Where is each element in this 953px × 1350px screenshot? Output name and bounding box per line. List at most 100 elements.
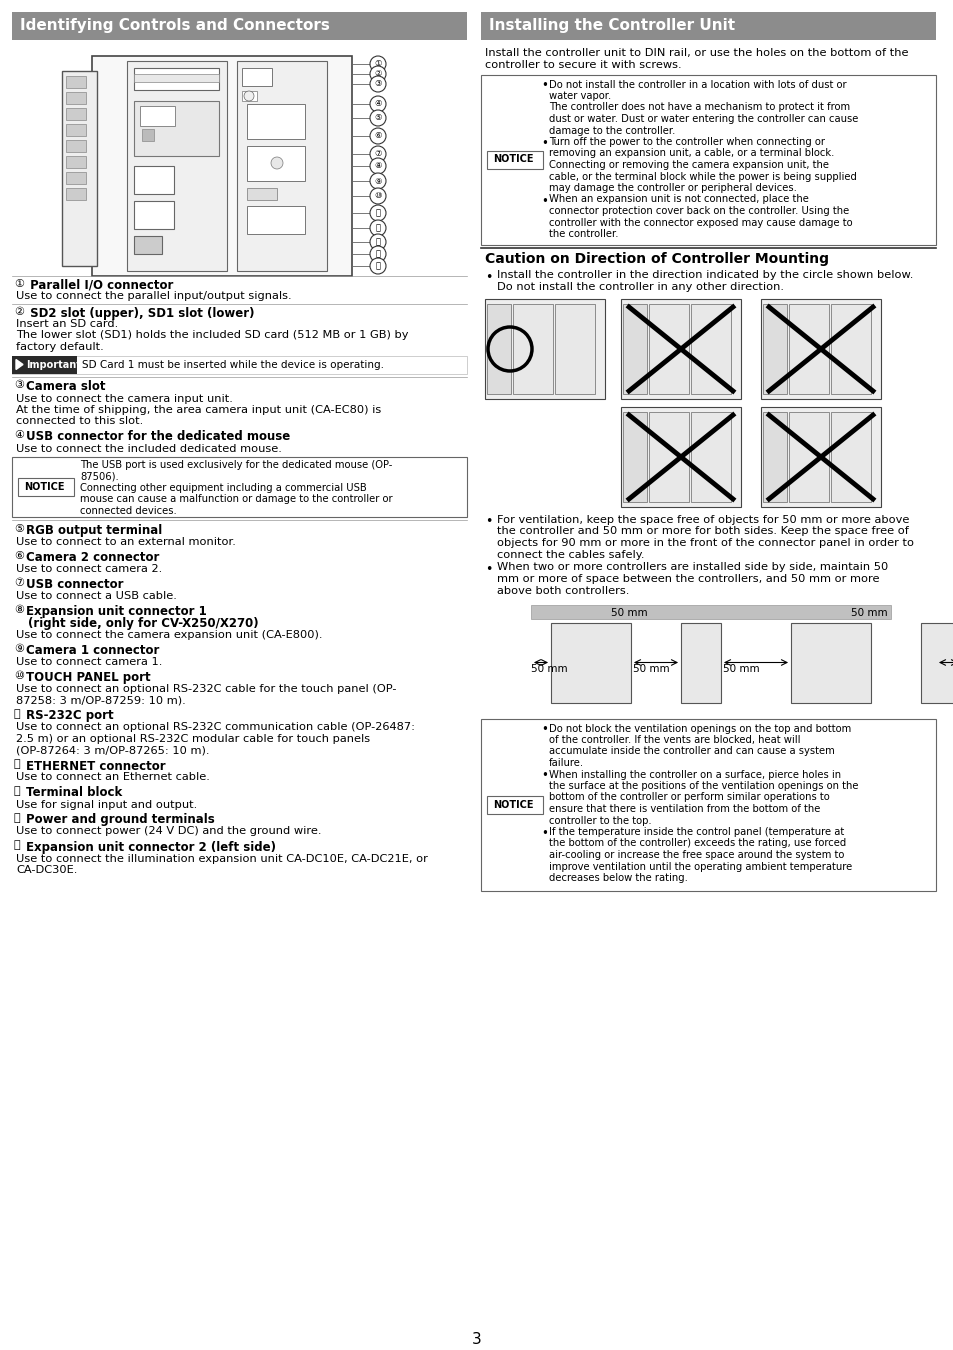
Text: ⑦: ⑦ <box>14 578 24 589</box>
Text: connected devices.: connected devices. <box>80 506 176 516</box>
Bar <box>133 74 219 82</box>
Text: ⑪: ⑪ <box>14 710 21 720</box>
Bar <box>531 605 890 618</box>
Text: improve ventilation until the operating ambient temperature: improve ventilation until the operating … <box>548 861 851 872</box>
Text: mouse can cause a malfunction or damage to the controller or: mouse can cause a malfunction or damage … <box>80 494 393 505</box>
Text: 3: 3 <box>472 1332 481 1347</box>
Text: SD2 slot (upper), SD1 slot (lower): SD2 slot (upper), SD1 slot (lower) <box>26 306 254 320</box>
Bar <box>680 622 720 702</box>
Text: USB connector: USB connector <box>26 578 123 591</box>
Circle shape <box>370 128 386 144</box>
Text: Do not block the ventilation openings on the top and bottom: Do not block the ventilation openings on… <box>548 724 850 733</box>
Bar <box>486 795 542 814</box>
Text: of the controller. If the vents are blocked, heat will: of the controller. If the vents are bloc… <box>548 734 800 745</box>
Text: 87258: 3 m/OP-87259: 10 m).: 87258: 3 m/OP-87259: 10 m). <box>16 695 186 706</box>
Text: Caution on Direction of Controller Mounting: Caution on Direction of Controller Mount… <box>484 252 828 266</box>
Text: water vapor.: water vapor. <box>548 90 611 101</box>
Text: ⑫: ⑫ <box>14 760 21 770</box>
Text: ③: ③ <box>374 80 381 89</box>
Circle shape <box>370 109 386 126</box>
Circle shape <box>370 146 386 162</box>
Bar <box>480 74 935 244</box>
Bar <box>480 12 935 40</box>
Text: ⑨: ⑨ <box>14 644 24 653</box>
Text: Use to connect a USB cable.: Use to connect a USB cable. <box>16 591 176 601</box>
Circle shape <box>370 173 386 189</box>
Circle shape <box>370 76 386 92</box>
Text: Use to connect camera 2.: Use to connect camera 2. <box>16 564 162 574</box>
Text: At the time of shipping, the area camera input unit (CA-EC80) is: At the time of shipping, the area camera… <box>16 405 381 414</box>
Text: Identifying Controls and Connectors: Identifying Controls and Connectors <box>20 18 330 32</box>
Text: (OP-87264: 3 m/OP-87265: 10 m).: (OP-87264: 3 m/OP-87265: 10 m). <box>16 745 210 756</box>
Text: NOTICE: NOTICE <box>24 482 65 491</box>
Text: Turn off the power to the controller when connecting or: Turn off the power to the controller whe… <box>548 136 824 147</box>
Text: may damage the controller or peripheral devices.: may damage the controller or peripheral … <box>548 184 796 193</box>
Text: Camera 2 connector: Camera 2 connector <box>26 551 159 564</box>
Text: ⑨: ⑨ <box>374 177 381 185</box>
Bar <box>484 298 604 400</box>
Text: •: • <box>540 80 547 93</box>
Text: ⑤: ⑤ <box>374 113 381 123</box>
Bar <box>66 171 86 184</box>
Text: ⑤: ⑤ <box>14 524 24 535</box>
Text: removing an expansion unit, a cable, or a terminal block.: removing an expansion unit, a cable, or … <box>548 148 834 158</box>
Text: Camera 1 connector: Camera 1 connector <box>26 644 159 657</box>
Text: Use to connect an optional RS-232C cable for the touch panel (OP-: Use to connect an optional RS-232C cable… <box>16 684 396 694</box>
Text: Expansion unit connector 2 (left side): Expansion unit connector 2 (left side) <box>26 841 275 853</box>
Text: the surface at the positions of the ventilation openings on the: the surface at the positions of the vent… <box>548 782 858 791</box>
Bar <box>66 140 86 153</box>
Text: dust or water. Dust or water entering the controller can cause: dust or water. Dust or water entering th… <box>548 113 858 124</box>
Text: bottom of the controller or perform similar operations to: bottom of the controller or perform simi… <box>548 792 829 802</box>
Text: 50 mm: 50 mm <box>610 609 647 618</box>
Text: RS-232C port: RS-232C port <box>26 710 113 722</box>
Text: Do not install the controller in any other direction.: Do not install the controller in any oth… <box>497 282 783 292</box>
Text: ⑬: ⑬ <box>375 238 380 247</box>
Bar <box>91 55 352 275</box>
Text: ⑮: ⑮ <box>14 841 21 850</box>
Text: Install the controller in the direction indicated by the circle shown below.: Install the controller in the direction … <box>497 270 912 281</box>
Text: Use to connect the camera input unit.: Use to connect the camera input unit. <box>16 393 233 404</box>
Bar <box>788 304 828 394</box>
Text: Parallel I/O connector: Parallel I/O connector <box>26 279 173 292</box>
Text: ①: ① <box>374 59 381 69</box>
Bar <box>66 157 86 167</box>
Text: ⑦: ⑦ <box>374 150 381 158</box>
Circle shape <box>370 220 386 236</box>
Text: Use to connect the parallel input/output signals.: Use to connect the parallel input/output… <box>16 292 292 301</box>
Bar <box>247 146 305 181</box>
Text: Use to connect an Ethernet cable.: Use to connect an Ethernet cable. <box>16 772 210 783</box>
Bar <box>66 76 86 88</box>
Bar <box>127 61 227 271</box>
Bar <box>480 718 935 891</box>
Bar <box>133 236 162 254</box>
Text: controller to secure it with screws.: controller to secure it with screws. <box>484 59 680 69</box>
Bar <box>762 412 786 502</box>
Bar <box>18 478 74 495</box>
Text: Terminal block: Terminal block <box>26 787 122 799</box>
Text: objects for 90 mm or more in the front of the connector panel in order to: objects for 90 mm or more in the front o… <box>497 539 913 548</box>
Text: ⑩: ⑩ <box>14 671 24 680</box>
Bar <box>140 107 174 126</box>
Bar <box>551 622 630 702</box>
Bar <box>920 622 953 702</box>
Circle shape <box>370 55 386 72</box>
Text: 50 mm: 50 mm <box>850 609 886 618</box>
Text: ③: ③ <box>14 381 24 390</box>
Text: NOTICE: NOTICE <box>493 154 533 165</box>
Text: TOUCH PANEL port: TOUCH PANEL port <box>26 671 151 684</box>
Text: ④: ④ <box>14 431 24 440</box>
Bar <box>62 72 97 266</box>
Text: The controller does not have a mechanism to protect it from: The controller does not have a mechanism… <box>548 103 849 112</box>
Text: RGB output terminal: RGB output terminal <box>26 524 162 537</box>
Bar <box>788 412 828 502</box>
Text: The USB port is used exclusively for the dedicated mouse (OP-: The USB port is used exclusively for the… <box>80 460 392 470</box>
Bar <box>12 355 467 374</box>
Text: cable, or the terminal block while the power is being supplied: cable, or the terminal block while the p… <box>548 171 856 181</box>
Text: ⑭: ⑭ <box>14 814 21 824</box>
Bar <box>762 304 786 394</box>
Text: (right side, only for CV-X250/X270): (right side, only for CV-X250/X270) <box>28 617 258 630</box>
Text: ensure that there is ventilation from the bottom of the: ensure that there is ventilation from th… <box>548 805 820 814</box>
Text: •: • <box>540 136 547 150</box>
Text: ⑮: ⑮ <box>375 262 380 270</box>
Bar <box>622 412 646 502</box>
